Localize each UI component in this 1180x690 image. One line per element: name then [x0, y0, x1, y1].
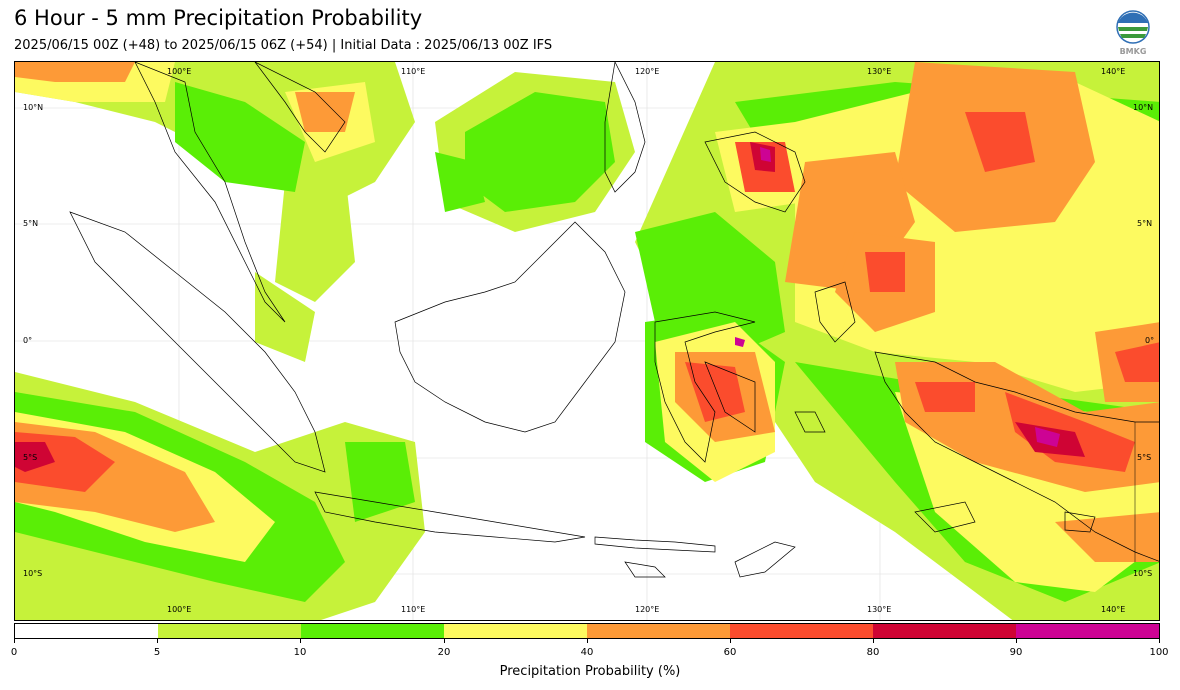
colorbar-segment-0-5 [15, 624, 158, 638]
colorbar-segment-20-40 [444, 624, 587, 638]
colorbar-tickmark [14, 639, 15, 643]
colorbar-tick-80: 80 [866, 647, 880, 658]
colorbar-tick-90: 90 [1009, 647, 1023, 658]
colorbar-tickmark [157, 639, 158, 643]
bmkg-logo-icon: BMKG [1113, 10, 1153, 56]
colorbar-tickmark [1016, 639, 1017, 643]
colorbar-segment-5-10 [158, 624, 301, 638]
colorbar-tickmark [300, 639, 301, 643]
colorbar-tick-100: 100 [1149, 647, 1169, 658]
lon-label-top-130: 130°E [867, 67, 892, 76]
lon-label-bottom-110: 110°E [401, 605, 426, 614]
colorbar [14, 623, 1160, 639]
lon-label-top-140: 140°E [1101, 67, 1126, 76]
colorbar-segment-90-100 [1016, 624, 1159, 638]
lat-label-right-0: 0° [1145, 336, 1155, 345]
colorbar-tick-0: 0 [10, 647, 18, 658]
colorbar-segment-40-60 [587, 624, 730, 638]
lon-label-top-100: 100°E [167, 67, 192, 76]
precipitation-map: 100°E 110°E 120°E 130°E 140°E 100°E 110°… [14, 61, 1160, 621]
colorbar-tick-10: 10 [293, 647, 307, 658]
lat-label-right-5n: 5°N [1137, 219, 1153, 228]
colorbar-segment-60-80 [730, 624, 873, 638]
lat-label-right-10s: 10°S [1133, 569, 1153, 578]
lat-label-right-10n: 10°N [1133, 103, 1154, 112]
lat-label-left-10s: 10°S [23, 569, 43, 578]
lat-label-left-0: 0° [23, 336, 33, 345]
colorbar-tick-40: 40 [580, 647, 594, 658]
colorbar-tickmark [444, 639, 445, 643]
svg-text:BMKG: BMKG [1120, 47, 1147, 56]
lon-label-top-120: 120°E [635, 67, 660, 76]
map-title: 6 Hour - 5 mm Precipitation Probability [14, 6, 423, 30]
colorbar-tickmark [1159, 639, 1160, 643]
colorbar-tickmark [873, 639, 874, 643]
lat-label-left-10n: 10°N [23, 103, 44, 112]
lat-label-left-5n: 5°N [23, 219, 39, 228]
colorbar-tick-60: 60 [723, 647, 737, 658]
colorbar-label: Precipitation Probability (%) [499, 664, 681, 679]
colorbar-tickmark [587, 639, 588, 643]
lon-label-top-110: 110°E [401, 67, 426, 76]
lon-label-bottom-140: 140°E [1101, 605, 1126, 614]
colorbar-segment-80-90 [873, 624, 1016, 638]
colorbar-tick-5: 5 [153, 647, 161, 658]
colorbar-tick-20: 20 [437, 647, 451, 658]
lat-label-left-5s: 5°S [23, 453, 38, 462]
colorbar-segment-10-20 [301, 624, 444, 638]
colorbar-tickmark [730, 639, 731, 643]
lon-label-bottom-100: 100°E [167, 605, 192, 614]
lon-label-bottom-120: 120°E [635, 605, 660, 614]
map-subtitle: 2025/06/15 00Z (+48) to 2025/06/15 06Z (… [14, 38, 553, 53]
lat-label-right-5s: 5°S [1137, 453, 1152, 462]
lon-label-bottom-130: 130°E [867, 605, 892, 614]
